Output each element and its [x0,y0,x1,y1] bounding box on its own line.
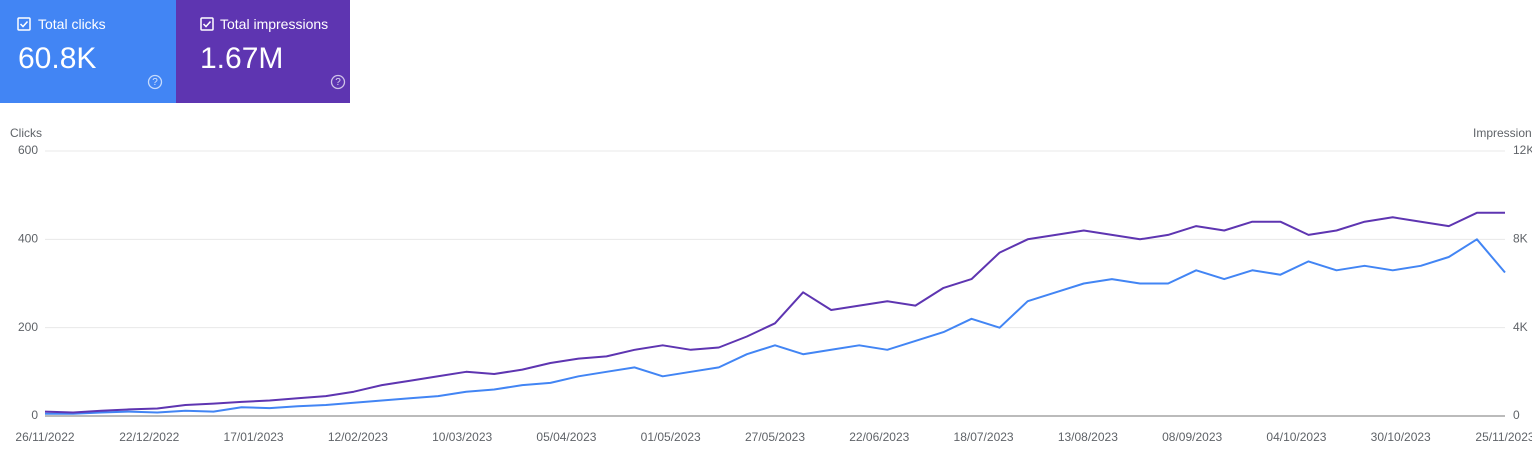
x-tick-label: 05/04/2023 [536,430,596,444]
x-tick-label: 17/01/2023 [224,430,284,444]
impressions-card[interactable]: Total impressions 1.67M ? [176,0,350,103]
series-line [44,211,1505,414]
card-value: 1.67M [200,42,284,75]
x-tick-label: 08/09/2023 [1162,430,1222,444]
help-icon[interactable]: ? [330,74,346,90]
help-icon[interactable]: ? [147,74,163,90]
y2-tick-label: 12K [1513,143,1532,157]
x-tick-label: 27/05/2023 [745,430,805,444]
card-label: Total impressions [220,16,329,32]
x-tick-label: 01/05/2023 [641,430,701,444]
x-tick-label: 26/11/2022 [15,430,74,444]
y-tick-label: 200 [18,320,38,334]
card-value: 60.8K [18,42,97,75]
x-tick-label: 18/07/2023 [954,430,1014,444]
x-tick-label: 12/02/2023 [328,430,388,444]
svg-text:?: ? [335,77,341,88]
clicks-card[interactable]: Total clicks 60.8K ? [0,0,176,103]
x-tick-label: 22/12/2022 [119,430,179,444]
x-tick-label: 13/08/2023 [1058,430,1118,444]
y-tick-label: 600 [18,143,38,157]
checkbox[interactable] [17,17,31,31]
checkbox[interactable] [200,17,214,31]
x-tick-label: 22/06/2023 [849,430,909,444]
y2-axis-label: Impressions [1473,126,1532,140]
y2-tick-label: 0 [1513,408,1520,422]
svg-text:?: ? [152,77,158,88]
y-tick-label: 0 [31,408,38,422]
x-tick-label: 10/03/2023 [432,430,492,444]
y-axis-label: Clicks [10,126,42,140]
y-tick-label: 400 [18,232,38,246]
x-tick-label: 25/11/2023 [1475,430,1532,444]
x-tick-label: 04/10/2023 [1266,430,1326,444]
series-line [45,238,1506,415]
card-label: Total clicks [38,16,106,32]
y2-tick-label: 4K [1513,320,1528,334]
x-tick-label: 30/10/2023 [1371,430,1431,444]
y2-tick-label: 8K [1513,232,1528,246]
